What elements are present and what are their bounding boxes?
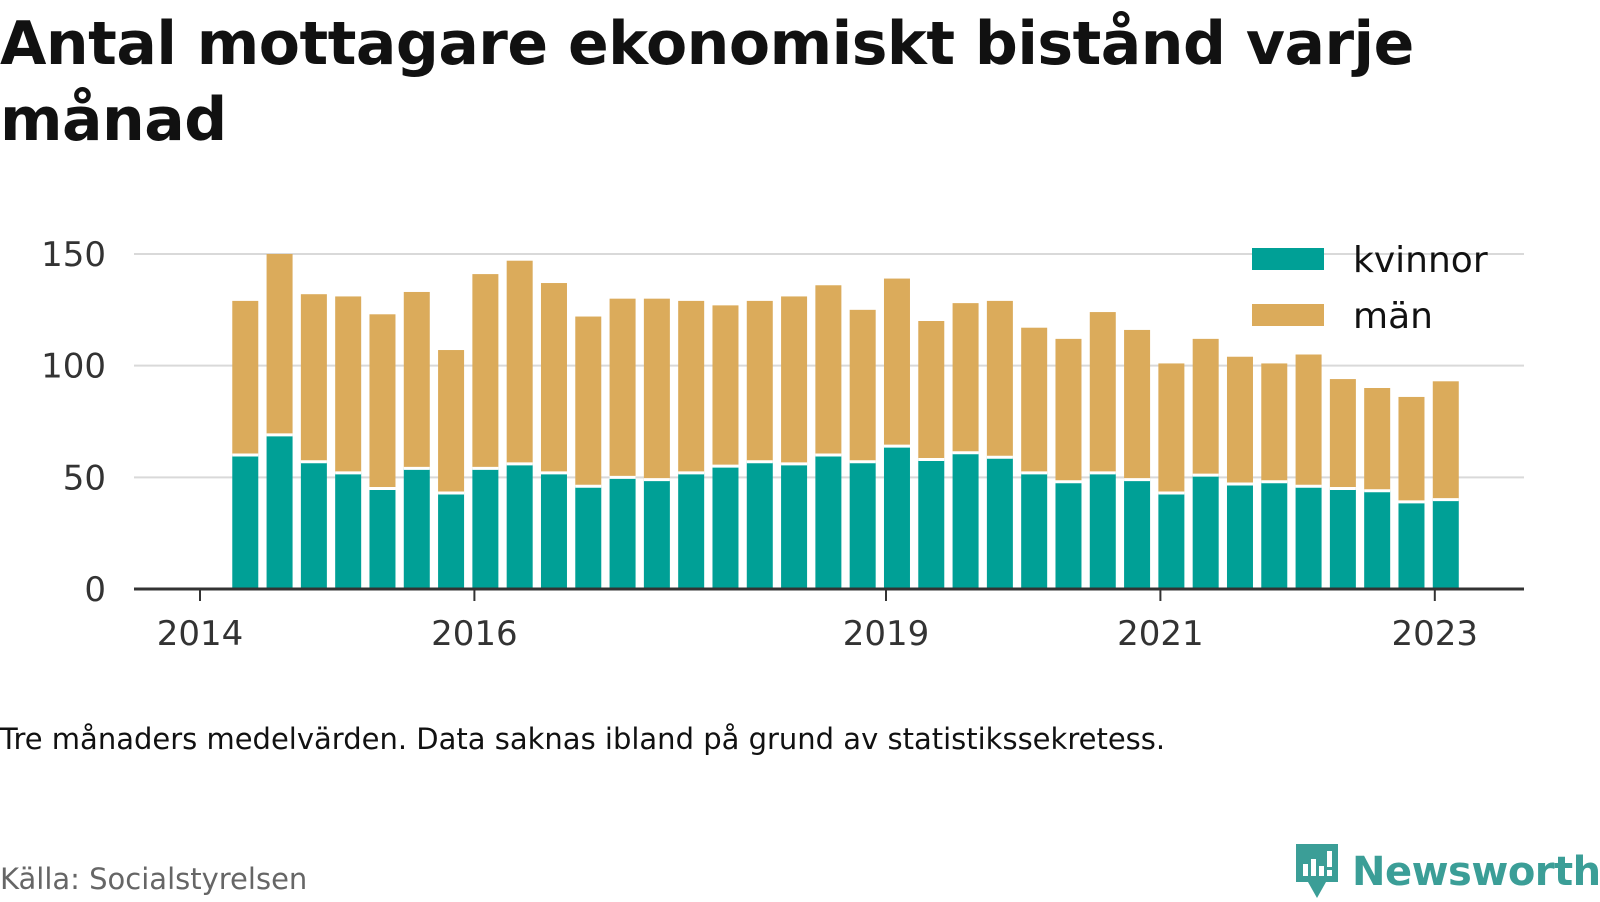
bar-kvinnor bbox=[1329, 488, 1356, 589]
bar-man bbox=[1055, 338, 1082, 482]
bar-kvinnor bbox=[540, 472, 567, 589]
bar-man bbox=[1226, 356, 1253, 485]
bar-kvinnor bbox=[438, 492, 465, 589]
x-tick-label: 2023 bbox=[1392, 614, 1479, 654]
bar-kvinnor bbox=[1398, 501, 1425, 589]
legend: kvinnor män bbox=[1252, 240, 1488, 337]
bar-kvinnor bbox=[1295, 486, 1322, 589]
bar-man bbox=[232, 300, 259, 455]
bar-man bbox=[678, 300, 705, 473]
bars bbox=[232, 254, 1459, 589]
bar-man bbox=[643, 298, 670, 480]
bar-kvinnor bbox=[1021, 472, 1048, 589]
bar-man bbox=[575, 316, 602, 487]
bar-man bbox=[1124, 329, 1151, 480]
bar-kvinnor bbox=[986, 457, 1013, 589]
y-tick-label: 0 bbox=[84, 570, 106, 610]
bar-kvinnor bbox=[678, 472, 705, 589]
bar-kvinnor bbox=[918, 459, 945, 589]
bar-man bbox=[609, 298, 636, 478]
bar-kvinnor bbox=[849, 461, 876, 589]
bar-man bbox=[300, 294, 327, 462]
bar-man bbox=[883, 278, 910, 447]
x-tick-label: 2019 bbox=[843, 614, 930, 654]
y-tick-label: 50 bbox=[63, 458, 106, 498]
bar-man bbox=[849, 309, 876, 462]
bar-kvinnor bbox=[746, 461, 773, 589]
bar-kvinnor bbox=[952, 452, 979, 589]
legend-swatch bbox=[1252, 304, 1324, 326]
bar-man bbox=[1364, 388, 1391, 491]
bar-kvinnor bbox=[712, 466, 739, 589]
bar-man bbox=[952, 303, 979, 453]
bar-man bbox=[746, 300, 773, 462]
bar-kvinnor bbox=[1055, 481, 1082, 589]
bar-kvinnor bbox=[232, 455, 259, 589]
bar-man bbox=[266, 254, 293, 435]
bar-kvinnor bbox=[883, 446, 910, 589]
bar-kvinnor bbox=[335, 472, 362, 589]
bar-man bbox=[1398, 396, 1425, 502]
bar-kvinnor bbox=[575, 486, 602, 589]
legend-label: kvinnor bbox=[1353, 240, 1488, 281]
bar-man bbox=[369, 314, 396, 489]
bar-kvinnor bbox=[266, 434, 293, 589]
axes: 0 50 100 150 2014 2016 2019 2021 2023 bbox=[41, 235, 1524, 654]
source-text: Källa: Socialstyrelsen bbox=[0, 862, 308, 896]
bar-man bbox=[1432, 381, 1459, 500]
bar-man bbox=[540, 283, 567, 473]
bar-kvinnor bbox=[1124, 479, 1151, 589]
bar-kvinnor bbox=[369, 488, 396, 589]
bar-man bbox=[781, 296, 808, 464]
bar-man bbox=[438, 350, 465, 493]
chart-note: Tre månaders medelvärden. Data saknas ib… bbox=[0, 722, 1166, 756]
brand-logo: Newsworthy bbox=[1292, 842, 1600, 902]
newsworthy-logo-icon bbox=[1296, 844, 1338, 898]
bar-kvinnor bbox=[1192, 475, 1219, 589]
bar-man bbox=[506, 260, 533, 464]
bar-kvinnor bbox=[1261, 481, 1288, 589]
bar-man bbox=[1158, 363, 1185, 493]
bar-kvinnor bbox=[1364, 490, 1391, 589]
y-tick-label: 150 bbox=[41, 235, 106, 275]
bar-man bbox=[1089, 312, 1116, 473]
x-tick-label: 2014 bbox=[157, 614, 244, 654]
bar-kvinnor bbox=[506, 463, 533, 589]
x-tick-label: 2021 bbox=[1117, 614, 1204, 654]
bar-kvinnor bbox=[781, 463, 808, 589]
brand-name: Newsworthy bbox=[1352, 849, 1600, 895]
legend-label: män bbox=[1353, 296, 1433, 337]
bar-kvinnor bbox=[815, 455, 842, 589]
bar-kvinnor bbox=[609, 477, 636, 589]
bar-man bbox=[1192, 338, 1219, 476]
bar-kvinnor bbox=[1432, 499, 1459, 589]
bar-man bbox=[1329, 379, 1356, 489]
bar-kvinnor bbox=[1089, 472, 1116, 589]
bar-man bbox=[1295, 354, 1322, 487]
bar-man bbox=[335, 296, 362, 473]
x-tick-label: 2016 bbox=[431, 614, 518, 654]
bar-man bbox=[1261, 363, 1288, 482]
bar-kvinnor bbox=[1226, 484, 1253, 589]
bar-man bbox=[1021, 327, 1048, 473]
bar-man bbox=[986, 300, 1013, 458]
bar-kvinnor bbox=[300, 461, 327, 589]
bar-man bbox=[472, 274, 499, 469]
bar-man bbox=[712, 305, 739, 467]
bar-kvinnor bbox=[643, 479, 670, 589]
bar-kvinnor bbox=[472, 468, 499, 589]
bar-kvinnor bbox=[1158, 492, 1185, 589]
bar-man bbox=[918, 321, 945, 460]
y-tick-label: 100 bbox=[41, 347, 106, 387]
legend-swatch bbox=[1252, 248, 1324, 270]
bar-man bbox=[815, 285, 842, 455]
bar-man bbox=[403, 291, 430, 469]
bar-kvinnor bbox=[403, 468, 430, 589]
chart-title: Antal mottagare ekonomiskt bistånd varje… bbox=[0, 9, 1414, 155]
